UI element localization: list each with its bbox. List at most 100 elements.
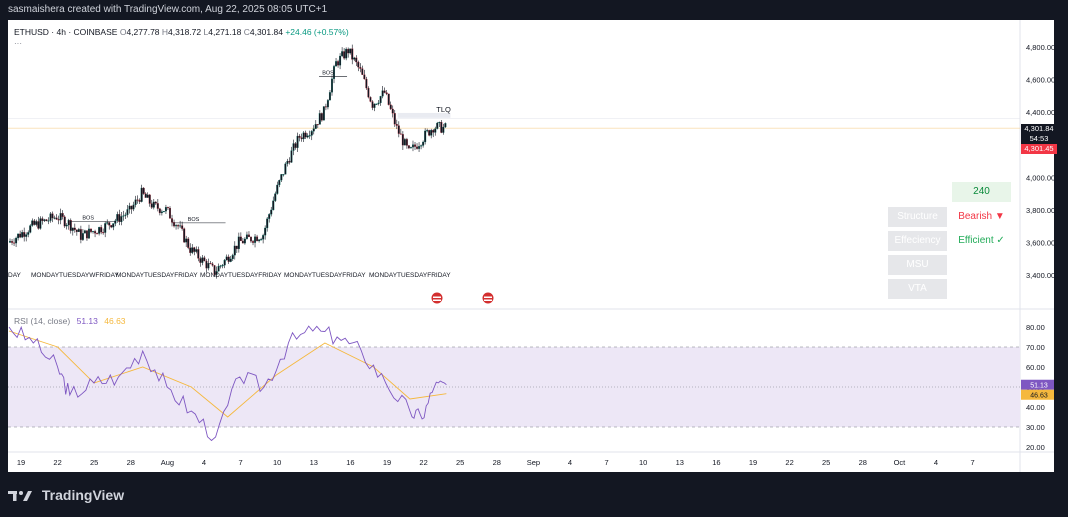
candle-body [77, 229, 80, 233]
candle-body [235, 245, 238, 250]
candle-body [209, 263, 212, 265]
candle-body [393, 113, 396, 125]
candle-body [373, 103, 376, 108]
chart-panel[interactable]: 4,800.004,600.004,400.004,200.004,000.00… [8, 20, 1057, 472]
candle-body [320, 113, 323, 121]
candle-body [108, 222, 111, 226]
candle-body [292, 143, 295, 151]
candle-body [399, 133, 402, 135]
candle-body [183, 228, 186, 243]
candle-body [333, 66, 336, 79]
tradingview-logo-icon [8, 491, 32, 502]
candle-body [27, 232, 30, 235]
candle-body [270, 209, 273, 215]
candle-body [85, 230, 88, 239]
candle-body [132, 204, 135, 210]
us-event-flag-icon [433, 296, 441, 298]
candle-body [164, 207, 167, 212]
candle-body [90, 228, 93, 233]
candle-body [173, 222, 176, 227]
candle-body [349, 48, 352, 54]
vta-label: VTA [888, 279, 947, 299]
candle-body [201, 257, 204, 263]
time-tick-label: 22 [785, 458, 793, 467]
candle-body [245, 234, 248, 240]
candle-body [256, 236, 259, 242]
candle-body [179, 225, 182, 227]
rsi-tick-label: 80.00 [1026, 323, 1045, 332]
candle-body [195, 249, 198, 252]
msu-label: MSU [888, 255, 947, 275]
brand-name: TradingView [41, 487, 125, 503]
time-tick-label: 25 [456, 458, 464, 467]
candle-body [418, 146, 421, 149]
time-tick-label: 10 [273, 458, 281, 467]
candle-body [391, 108, 394, 114]
candle-body [264, 227, 267, 236]
candle-body [100, 227, 103, 233]
candle-body [15, 237, 18, 244]
signal-table: 240 Structure Bearish ▼ Effeciency Effic… [888, 182, 1014, 302]
candle-body [385, 92, 388, 94]
countdown-value: 54:53 [1029, 134, 1049, 143]
rsi-tick-label: 30.00 [1026, 423, 1045, 432]
candle-body [160, 211, 163, 214]
time-tick-label: 22 [53, 458, 61, 467]
candle-body [17, 233, 20, 239]
candle-body [260, 239, 263, 241]
tlq-zone [397, 112, 451, 118]
candle-body [37, 221, 40, 229]
candle-body [31, 220, 34, 226]
last-price-value: 4,301.84 [1024, 124, 1054, 133]
time-tick-label: 4 [202, 458, 206, 467]
candle-body [339, 55, 342, 66]
candle-body [203, 257, 206, 262]
timeframe-number: 240 [952, 182, 1011, 202]
candle-body [310, 131, 313, 136]
candle-body [375, 103, 378, 105]
rsi-ma-badge [1021, 389, 1054, 400]
candle-body [280, 174, 283, 181]
candle-body [229, 258, 232, 262]
candle-body [142, 187, 145, 194]
candle-body [298, 135, 301, 138]
candle-body [436, 122, 439, 129]
candle-body [207, 263, 210, 269]
candle-body [383, 90, 386, 93]
tlq-label: TLQ [436, 105, 451, 114]
rsi-value: 51.13 [76, 316, 98, 326]
day-label: MONDAYTUESDAYFRIDAY [369, 272, 451, 279]
candle-body [59, 213, 62, 221]
candle-body [130, 205, 133, 210]
candle-body [21, 232, 24, 238]
candle-body [19, 233, 22, 238]
candle-body [175, 225, 178, 227]
candle-body [426, 130, 429, 132]
time-tick-label: 7 [605, 458, 609, 467]
rsi-band-fill [8, 347, 1020, 427]
more-dots-icon[interactable]: ··· [14, 39, 22, 48]
candle-body [233, 245, 236, 256]
brand-footer[interactable]: TradingView [8, 486, 124, 504]
symbol-name: ETHUSD · 4h · COINBASE [14, 27, 118, 37]
day-label: MONDAYTUESDAYWFRIDAY [31, 272, 119, 279]
candle-body [189, 247, 192, 253]
efficiency-value: Efficient ✓ [958, 235, 1005, 246]
candle-body [359, 67, 362, 69]
candle-body [272, 200, 275, 211]
candle-body [63, 216, 66, 227]
candle-body [146, 194, 149, 198]
candle-body [430, 130, 433, 136]
structure-value: Bearish ▼ [958, 211, 1005, 222]
price-chart[interactable]: 4,800.004,600.004,400.004,200.004,000.00… [8, 20, 1054, 472]
candle-body [330, 78, 333, 93]
candle-body [416, 146, 419, 149]
candle-body [428, 130, 431, 136]
candle-body [181, 225, 184, 229]
time-tick-label: 7 [971, 458, 975, 467]
candle-body [102, 232, 105, 234]
candle-body [254, 236, 257, 243]
time-tick-label: 25 [822, 458, 830, 467]
candle-body [381, 90, 384, 97]
candle-body [249, 236, 252, 242]
